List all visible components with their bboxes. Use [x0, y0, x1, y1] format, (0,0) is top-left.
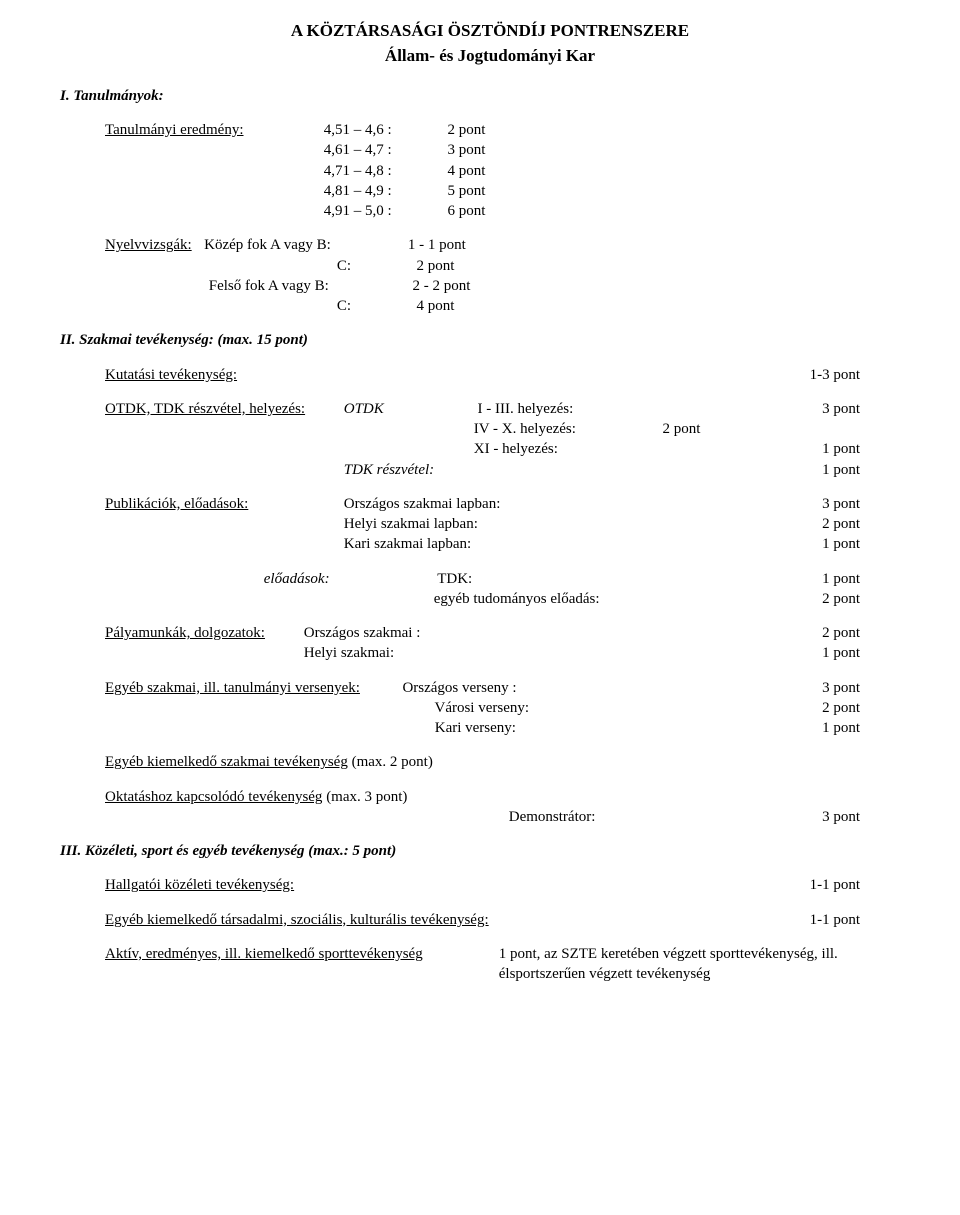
lang-row-0-p: 1 - 1 pont	[408, 237, 466, 253]
egyeb-row0-l: Országos verseny :	[402, 680, 516, 696]
lang-row-2-l: Felső fok A vagy B:	[209, 276, 409, 296]
study-pts-2: 4 pont	[448, 163, 486, 179]
okt-label: Oktatáshoz kapcsolódó tevékenység	[105, 789, 322, 805]
pub-row1-l: Helyi szakmai lapban:	[344, 516, 478, 532]
study-range-2: 4,71 – 4,8 :	[324, 161, 444, 181]
sport-label: Aktív, eredményes, ill. kiemelkedő sport…	[105, 944, 495, 964]
study-pts-1: 3 pont	[448, 142, 486, 158]
eload-row1-p: 2 pont	[822, 589, 860, 609]
palya-row1-p: 1 pont	[822, 643, 860, 663]
otdk-row2-l: XI - helyezés:	[474, 441, 558, 457]
pub-row2-l: Kari szakmai lapban:	[344, 536, 471, 552]
pub-row0-p: 3 pont	[822, 494, 860, 514]
egyeb-row1-p: 2 pont	[822, 698, 860, 718]
study-pts-3: 5 pont	[448, 183, 486, 199]
study-range-4: 4,91 – 5,0 :	[324, 201, 444, 221]
study-range-0: 4,51 – 4,6 :	[324, 120, 444, 140]
demon-label: Demonstrátor:	[509, 809, 596, 825]
palya-row1-l: Helyi szakmai:	[304, 645, 394, 661]
study-pts-0: 2 pont	[448, 122, 486, 138]
tarsad-label: Egyéb kiemelkedő társadalmi, szociális, …	[105, 912, 489, 928]
kiemel-label: Egyéb kiemelkedő szakmai tevékenység	[105, 754, 348, 770]
demon-pts: 3 pont	[822, 807, 860, 827]
okt-max: (max. 3 pont)	[322, 789, 407, 805]
study-range-1: 4,61 – 4,7 :	[324, 140, 444, 160]
section-3-head: III. Közéleti, sport és egyéb tevékenysé…	[60, 841, 920, 861]
study-range-3: 4,81 – 4,9 :	[324, 181, 444, 201]
pub-label: Publikációk, előadások:	[105, 494, 340, 514]
otdk-label: OTDK, TDK részvétel, helyezés:	[105, 399, 340, 419]
egyeb-label: Egyéb szakmai, ill. tanulmányi versenyek…	[105, 678, 360, 698]
otdk-col: OTDK	[344, 399, 474, 419]
tarsad-pts: 1-1 pont	[810, 910, 860, 930]
eload-label: előadások:	[264, 569, 434, 589]
research-label: Kutatási tevékenység:	[105, 367, 237, 383]
research-pts: 1-3 pont	[810, 365, 860, 385]
lang-exam-label: Nyelvvizsgák:	[105, 237, 192, 253]
lang-row-0-l: Közép fok A vagy B:	[204, 235, 404, 255]
lang-row-3-p: 4 pont	[417, 298, 455, 314]
otdk-row2-p: 1 pont	[822, 439, 860, 459]
section-1-head: I. Tanulmányok:	[60, 86, 920, 106]
palya-row0-p: 2 pont	[822, 623, 860, 643]
eload-row0-l: TDK:	[437, 571, 472, 587]
section-2-head: II. Szakmai tevékenység: (max. 15 pont)	[60, 330, 920, 350]
hallg-label: Hallgatói közéleti tevékenység:	[105, 877, 294, 893]
sport-p1: 1 pont, az SZTE keretében végzett sportt…	[499, 946, 838, 962]
kiemel-max: (max. 2 pont)	[348, 754, 433, 770]
pub-row2-p: 1 pont	[822, 534, 860, 554]
otdk-row0-p: 3 pont	[822, 399, 860, 419]
lang-row-3-l: C:	[105, 296, 351, 316]
eload-row0-p: 1 pont	[822, 569, 860, 589]
lang-row-1-p: 2 pont	[417, 258, 455, 274]
pub-row1-p: 2 pont	[822, 514, 860, 534]
egyeb-row0-p: 3 pont	[822, 678, 860, 698]
egyeb-row2-l: Kari verseny:	[435, 720, 516, 736]
study-result-label: Tanulmányi eredmény:	[105, 120, 320, 140]
palya-row0-l: Országos szakmai :	[304, 625, 421, 641]
otdk-row0-l: I - III. helyezés:	[478, 401, 574, 417]
sport-p2: élsportszerűen végzett tevékenység	[499, 966, 711, 982]
palya-label: Pályamunkák, dolgozatok:	[105, 623, 300, 643]
page-title-line2: Állam- és Jogtudományi Kar	[60, 45, 920, 68]
egyeb-row1-l: Városi verseny:	[434, 700, 529, 716]
otdk-row1-mid: 2 pont	[663, 421, 701, 437]
page-title-line1: A KÖZTÁRSASÁGI ÖSZTÖNDÍJ PONTRENSZERE	[60, 20, 920, 43]
tdk-resz-pts: 1 pont	[822, 460, 860, 480]
pub-row0-l: Országos szakmai lapban:	[344, 496, 501, 512]
lang-row-1-l: C:	[105, 256, 351, 276]
hallg-pts: 1-1 pont	[810, 875, 860, 895]
lang-row-2-p: 2 - 2 pont	[413, 278, 471, 294]
eload-row1-l: egyéb tudományos előadás:	[434, 591, 600, 607]
tdk-resz-label: TDK részvétel:	[344, 462, 434, 478]
study-pts-4: 6 pont	[448, 203, 486, 219]
egyeb-row2-p: 1 pont	[822, 718, 860, 738]
otdk-row1-l: IV - X. helyezés:	[474, 419, 659, 439]
